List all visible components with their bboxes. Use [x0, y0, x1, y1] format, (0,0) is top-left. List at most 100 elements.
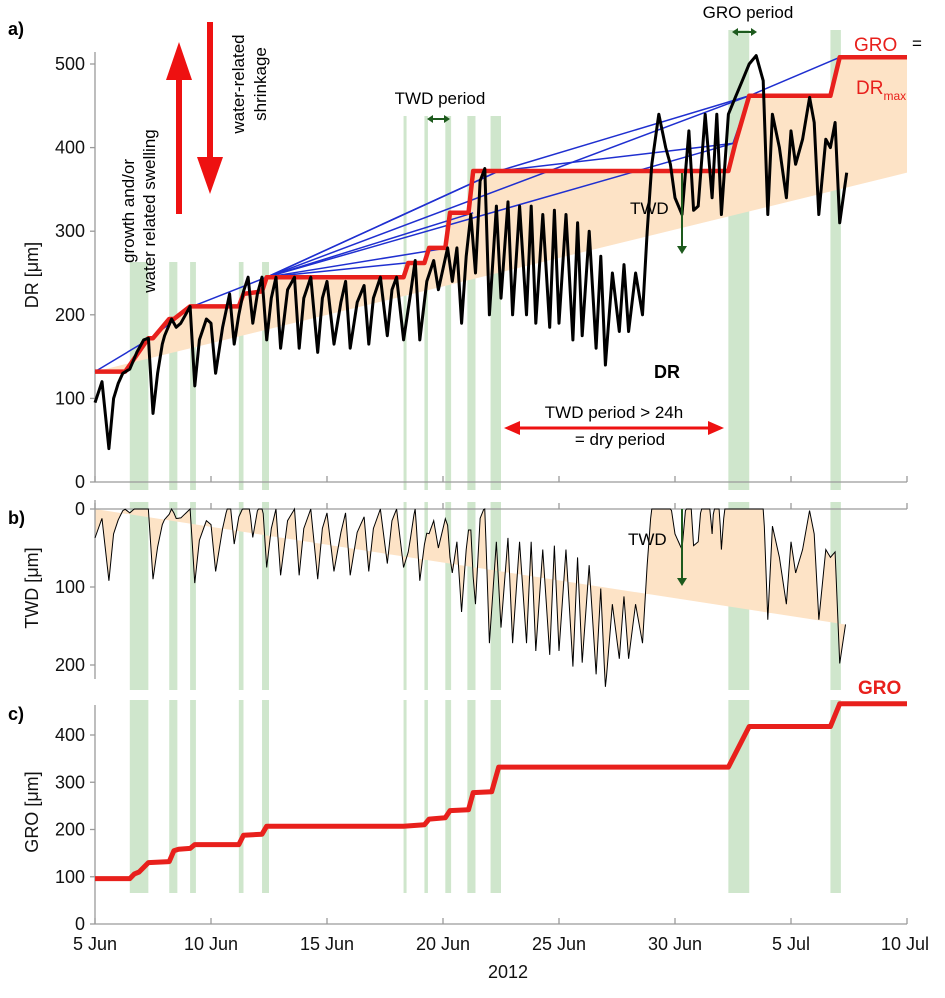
green-band-c [238, 700, 244, 893]
x-tick-label: 20 Jun [416, 934, 470, 954]
drmax-base: DR [856, 78, 883, 99]
gro-period-double-arrow [732, 28, 757, 36]
green-band-a [169, 262, 178, 490]
y-axis-title-a: DR [μm] [22, 242, 42, 308]
twd-period-double-arrow [427, 115, 450, 123]
green-band-a [830, 30, 841, 490]
green-band-b [490, 502, 501, 690]
dr-series-line [93, 54, 849, 451]
gro-series-line [95, 701, 907, 882]
y-axis-title-c: GRO [μm] [22, 771, 42, 852]
green-band-c [445, 700, 452, 893]
green-band-a [490, 116, 501, 490]
tangent-line [266, 170, 499, 278]
y-axis-title-b: TWD [μm] [22, 547, 42, 628]
dry-period-line1: TWD period > 24h [545, 403, 683, 422]
dry-period-line2: = dry period [575, 430, 665, 449]
twd-fill-b [95, 509, 846, 687]
tangent-line [498, 142, 734, 172]
tangent-line [266, 212, 474, 278]
y-tick-label: 400 [55, 725, 85, 745]
y-tick-label: 100 [55, 388, 85, 408]
growth-text-line2: water related swelling [140, 129, 159, 293]
green-band-c [490, 700, 501, 893]
y-tick-label: 0 [75, 499, 85, 519]
gro-label-c: GRO [858, 678, 901, 699]
x-tick-label: 5 Jun [73, 934, 117, 954]
green-band-a [424, 116, 428, 490]
tangent-line [266, 95, 750, 278]
twd-fill-a [95, 57, 907, 372]
tangent-line [266, 262, 406, 278]
y-tick-label: 300 [55, 221, 85, 241]
y-tick-label: 100 [55, 867, 85, 887]
green-band-b [445, 502, 452, 690]
x-tick-label: 15 Jun [300, 934, 354, 954]
series-lines-layer [93, 54, 907, 882]
growth-up-arrow [166, 42, 192, 214]
y-tick-label: 200 [55, 655, 85, 675]
drmax-label: DRmax [856, 78, 906, 103]
twd-arrow-a [677, 173, 687, 254]
panel-label-a: a) [8, 19, 24, 39]
tangent-line [192, 276, 267, 308]
dr-label: DR [654, 362, 680, 382]
green-band-a [445, 116, 452, 490]
drmax-subscript: max [883, 89, 906, 103]
green-band-a [238, 262, 244, 490]
green-band-b [424, 502, 428, 690]
green-band-b [190, 502, 196, 690]
green-band-c [129, 700, 149, 893]
y-tick-label: 300 [55, 772, 85, 792]
twd-series-line [94, 507, 847, 687]
drmax-series-line [95, 55, 907, 374]
y-tick-label: 400 [55, 138, 85, 158]
x-axis-year-label: 2012 [488, 962, 528, 982]
twd-period-label: TWD period [395, 89, 486, 108]
green-band-b [262, 502, 269, 690]
green-band-a [262, 262, 269, 490]
x-tick-label: 10 Jul [881, 934, 929, 954]
tangent-line [266, 247, 448, 278]
x-tick-label: 10 Jun [184, 934, 238, 954]
green-band-c [169, 700, 178, 893]
shrink-text-line1: water-related [229, 34, 248, 134]
green-band-c [728, 700, 750, 893]
green-band-c [190, 700, 196, 893]
twd-label-a: TWD [630, 199, 669, 218]
green-band-b [169, 502, 178, 690]
shrinkage-down-arrow [197, 22, 223, 194]
green-band-c [830, 700, 841, 893]
green-band-a [403, 116, 407, 490]
tangent-line [266, 142, 734, 278]
axes-layer: 0 100 200 300 400 500 0 100 200 0 100 200 300 400 5 Ju… [55, 52, 929, 954]
y-tick-label: 500 [55, 54, 85, 74]
twd-label-b: TWD [628, 530, 667, 549]
y-tick-label: 200 [55, 305, 85, 325]
green-band-a [467, 116, 476, 490]
y-tick-label: 0 [75, 472, 85, 492]
y-tick-label: 200 [55, 820, 85, 840]
green-band-b [129, 502, 149, 690]
x-tick-label: 30 Jun [648, 934, 702, 954]
panel-label-c: c) [8, 704, 24, 724]
green-band-a [129, 262, 149, 490]
growth-text-line1: growth and/or [119, 159, 138, 263]
dry-period-double-arrow [504, 421, 724, 435]
gro-period-label: GRO period [703, 3, 794, 22]
green-band-c [262, 700, 269, 893]
x-tick-label: 25 Jun [532, 934, 586, 954]
x-tick-label: 5 Jul [772, 934, 810, 954]
green-band-b [238, 502, 244, 690]
twd-fill-layer [95, 57, 907, 687]
tangent-line [498, 95, 750, 172]
shrink-text-line2: shrinkage [251, 47, 270, 121]
gro-equals-label: GRO [854, 35, 897, 56]
y-tick-label: 0 [75, 914, 85, 934]
y-tick-label: 100 [55, 577, 85, 597]
equals-sign: = [912, 34, 922, 53]
green-band-c [403, 700, 407, 893]
green-band-b [467, 502, 476, 690]
twd-arrow-b [677, 509, 687, 586]
